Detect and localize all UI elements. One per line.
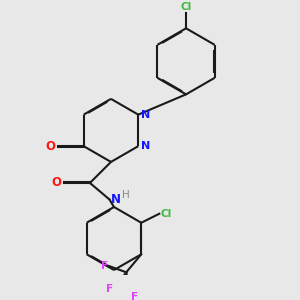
Text: F: F [131, 292, 138, 300]
Text: N: N [141, 141, 150, 151]
Text: N: N [111, 193, 121, 206]
Text: F: F [101, 261, 108, 271]
Text: O: O [45, 140, 55, 153]
Text: F: F [106, 284, 113, 294]
Text: Cl: Cl [180, 2, 192, 12]
Text: H: H [122, 190, 130, 200]
Text: O: O [51, 176, 62, 190]
Text: Cl: Cl [161, 209, 172, 219]
Text: N: N [141, 110, 150, 120]
